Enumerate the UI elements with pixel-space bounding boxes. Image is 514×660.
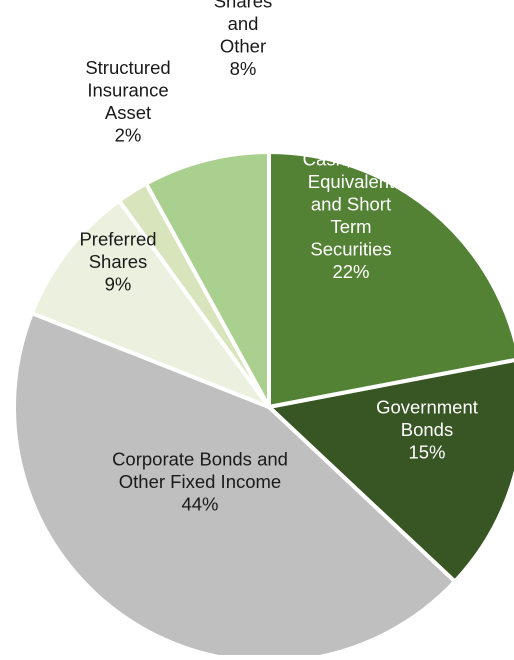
slice-label-line-4-2: Asset	[105, 102, 151, 123]
slice-label-5: CommonSharesandOther8%	[205, 0, 280, 79]
slice-label-line-5-1: Shares	[214, 0, 273, 11]
slice-label-line-4-1: Insurance	[87, 80, 168, 101]
slice-label-line-5-3: Other	[220, 35, 266, 56]
pie-slice-0	[267, 150, 514, 409]
pie-slice-2	[12, 311, 457, 660]
slice-label-line-1-1: Bonds	[401, 419, 453, 440]
slice-label-line-0-0: Cash, Cash	[303, 149, 400, 170]
slice-label-line-0-3: Term	[330, 216, 371, 237]
slice-label-line-0-4: Securities	[310, 239, 391, 260]
slice-value-label-4: 2%	[115, 125, 142, 146]
slice-label-line-3-0: Preferred	[79, 228, 156, 249]
pie-slice-5	[144, 150, 271, 409]
slice-label-line-0-1: Equivalent	[308, 171, 394, 192]
slice-value-label-5: 8%	[230, 58, 257, 79]
slice-label-0: Cash, Cash Equivalent and Short Term Securit…	[303, 149, 400, 282]
slice-label-1: Government Bonds 15%	[376, 396, 478, 462]
slice-label-line-0-2: and Short	[311, 194, 391, 215]
slice-label-3: Preferred Shares 9%	[79, 228, 156, 294]
slice-label-2: Corporate Bonds and Other Fixed Income 44%	[112, 448, 288, 514]
pie-slice-3	[29, 198, 271, 409]
slice-value-label-0: 22%	[332, 261, 369, 282]
slice-label-line-1-0: Government	[376, 396, 478, 417]
slice-value-label-2: 44%	[181, 493, 218, 514]
slice-label-line-5-2: and	[228, 13, 259, 34]
slice-label-line-2-0: Corporate Bonds and	[112, 448, 288, 469]
slice-value-label-1: 15%	[408, 441, 445, 462]
slice-label-4: Structured Insurance Asset 2%	[85, 57, 170, 146]
slice-label-line-2-1: Other Fixed Income	[119, 471, 281, 492]
slice-label-line-4-0: Structured	[85, 57, 170, 78]
slice-label-line-3-1: Shares	[89, 251, 148, 272]
slice-value-label-3: 9%	[105, 273, 132, 294]
